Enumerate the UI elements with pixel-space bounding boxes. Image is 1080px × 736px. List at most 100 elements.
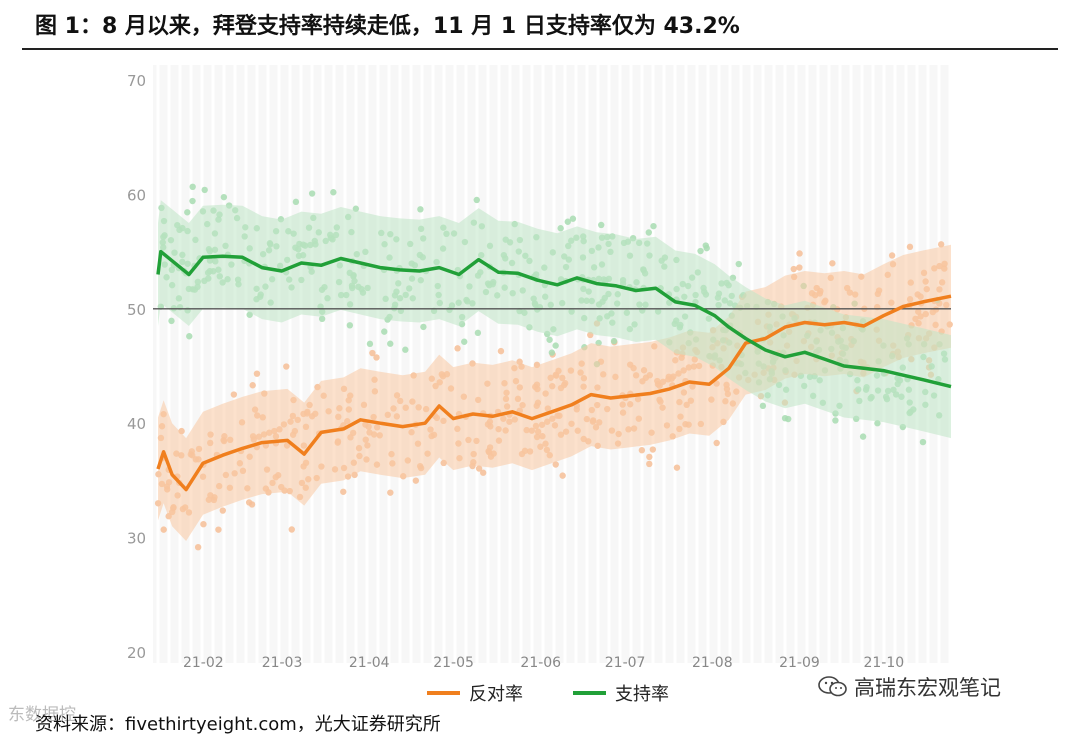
source-note: 资料来源：fivethirtyeight.com，光大证券研究所 <box>35 714 441 735</box>
poll-dot <box>189 183 196 191</box>
poll-dot <box>461 338 468 345</box>
poll-dot <box>186 333 193 340</box>
poll-dot <box>645 229 652 236</box>
poll-dot <box>552 461 559 468</box>
poll-dot <box>318 315 326 323</box>
watermark-text: 高瑞东宏观笔记 <box>854 676 1001 700</box>
poll-dot <box>937 241 945 248</box>
poll-dot <box>219 507 226 514</box>
poll-dot <box>387 340 394 347</box>
poll-dot <box>288 526 295 533</box>
confidence-band <box>158 200 951 439</box>
poll-dot <box>475 465 483 472</box>
poll-dot <box>646 460 653 468</box>
poll-dot <box>697 247 704 255</box>
poll-dot <box>417 206 424 213</box>
poll-dot <box>402 346 409 353</box>
poll-dot <box>832 417 839 424</box>
y-axis: 20 30 40 50 60 70 <box>127 72 146 662</box>
poll-dot <box>796 250 803 257</box>
poll-dot <box>559 472 566 479</box>
y-tick-label: 30 <box>127 530 146 548</box>
poll-dot <box>548 349 556 356</box>
poll-dot <box>454 345 461 352</box>
poll-dot <box>412 477 420 484</box>
poll-dot <box>919 438 927 446</box>
poll-dot <box>420 323 427 331</box>
x-tick-label: 21-03 <box>262 655 303 671</box>
poll-dot <box>702 242 709 249</box>
title-rule <box>22 48 1058 50</box>
x-tick-label: 21-09 <box>779 655 820 671</box>
poll-dot <box>283 363 290 370</box>
poll-dot <box>381 328 388 335</box>
poll-dot <box>874 420 881 427</box>
poll-dot <box>859 433 867 440</box>
poll-dot <box>245 499 253 506</box>
legend: 反对率 支持率 <box>427 684 669 705</box>
poll-dot <box>230 391 238 398</box>
series-line <box>156 294 952 492</box>
poll-dot <box>790 265 797 273</box>
poll-dot <box>473 196 480 204</box>
poll-dot <box>366 340 374 348</box>
poll-dot <box>829 260 836 267</box>
poll-dot <box>906 243 914 251</box>
wechat-watermark: 高瑞东宏观笔记 <box>818 672 1001 702</box>
poll-dot <box>546 336 553 343</box>
poll-dot <box>796 264 803 271</box>
x-tick-label: 21-10 <box>863 655 904 671</box>
poll-dot <box>564 218 571 225</box>
poll-dot <box>340 488 347 495</box>
poll-dot <box>598 221 605 229</box>
poll-dot <box>735 260 742 268</box>
poll-dot <box>160 526 167 533</box>
poll-dot <box>346 322 354 329</box>
legend-label: 支持率 <box>615 684 669 705</box>
poll-dot <box>474 329 482 337</box>
y-tick-label: 70 <box>127 72 146 90</box>
x-axis: 21-02 21-03 21-04 21-05 21-06 21-07 21-08 21-09… <box>183 655 904 671</box>
legend-label: 反对率 <box>469 684 523 705</box>
poll-dot <box>249 382 256 389</box>
poll-dot <box>638 447 646 454</box>
wechat-icon <box>818 675 848 699</box>
x-tick-label: 21-02 <box>183 655 224 671</box>
poll-dot <box>888 252 896 259</box>
poll-dot <box>552 342 559 349</box>
poll-dot <box>253 370 261 377</box>
left-watermark: 东数据控 <box>8 705 76 725</box>
poll-dot <box>387 489 394 496</box>
poll-dot <box>557 225 564 232</box>
poll-dot <box>650 222 657 230</box>
y-tick-label: 60 <box>127 186 146 204</box>
poll-dot <box>194 543 202 551</box>
x-tick-label: 21-04 <box>349 655 390 671</box>
poll-dot <box>200 520 207 528</box>
poll-dot <box>189 197 196 205</box>
confidence-bands <box>158 200 951 541</box>
poll-dot <box>220 193 228 201</box>
poll-dot <box>785 415 792 423</box>
x-tick-label: 21-07 <box>605 655 646 671</box>
chart-title: 图 1：8 月以来，拜登支持率持续走低，11 月 1 日支持率仅为 43.2% <box>35 14 740 39</box>
poll-dot <box>497 347 505 355</box>
poll-dot <box>330 189 337 196</box>
poll-dot <box>292 198 300 206</box>
y-tick-label: 40 <box>127 415 146 433</box>
series-lines <box>156 249 952 492</box>
poll-dot <box>369 349 376 357</box>
poll-dot <box>673 464 681 471</box>
poll-dot <box>373 354 380 361</box>
poll-dot <box>168 317 175 325</box>
series-line <box>156 249 952 389</box>
poll-dot <box>646 453 653 461</box>
poll-dot <box>610 337 618 345</box>
poll-dot <box>759 402 767 410</box>
poll-dot <box>569 215 577 222</box>
y-tick-label: 50 <box>127 301 146 319</box>
poll-dot <box>713 439 720 447</box>
poll-dot <box>308 190 316 197</box>
x-tick-label: 21-08 <box>692 655 733 671</box>
